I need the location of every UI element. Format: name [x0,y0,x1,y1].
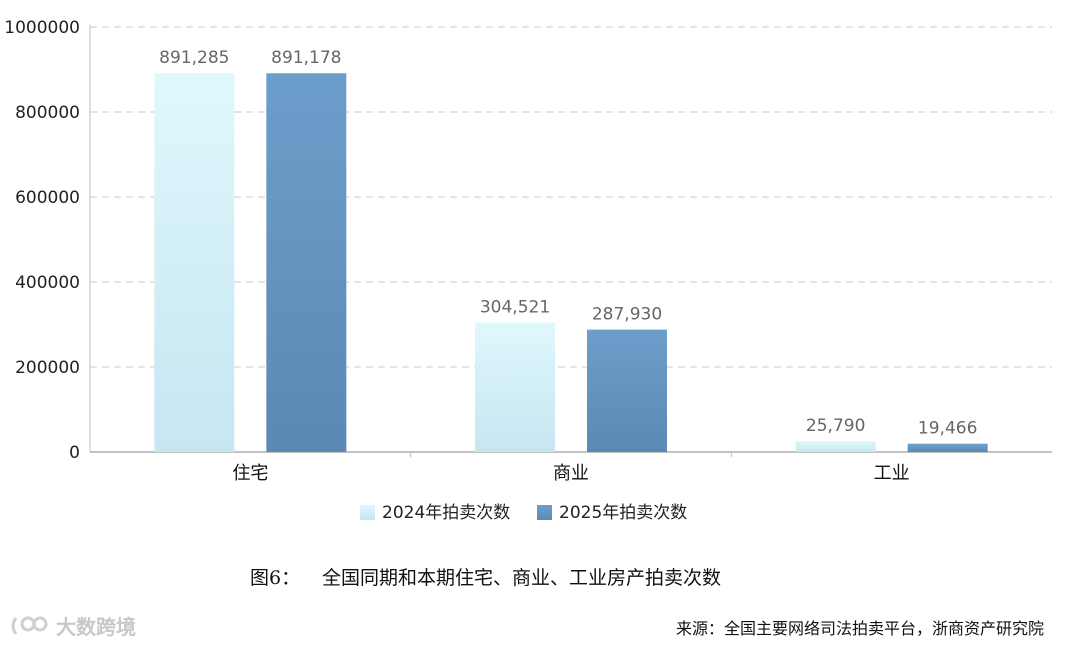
gridlines [90,26,1052,368]
watermark-text: 大数跨境 [56,615,136,639]
data-label: 891,285 [159,48,229,68]
legend-swatch-2024 [360,505,375,520]
data-label: 891,178 [271,48,341,68]
watermark-logo-icon [11,616,48,635]
legend-label: 2025年拍卖次数 [559,503,687,523]
bar-2025-0 [266,73,347,452]
bar-2025-2 [907,443,988,452]
y-tick-label: 800000 [15,103,80,123]
data-label: 19,466 [918,419,977,439]
watermark: 大数跨境 [10,611,136,640]
figure-title: 全国同期和本期住宅、商业、工业房产拍卖次数 [322,567,722,589]
data-label: 25,790 [806,416,865,436]
legend-label: 2024年拍卖次数 [382,503,510,523]
bar-2024-0 [154,73,235,453]
x-tick-label: 商业 [553,463,589,484]
y-tick-label: 400000 [15,273,80,293]
y-tick-label: 600000 [15,188,80,208]
data-label: 287,930 [592,305,662,325]
bar-2025-1 [587,329,667,452]
x-tick-label: 工业 [874,463,910,484]
bars: 891,285 891,178 304,521 287,930 25,790 19,466 [154,48,988,453]
y-tick-label: 200000 [15,358,80,378]
bar-2024-1 [475,322,555,452]
legend-swatch-2025 [537,505,552,520]
bar-chart: 0 200000 400000 600000 800000 1000000 住宅 商业 工业 8… [4,18,1052,523]
figure-number: 图6： [250,567,301,589]
y-tick-label: 1000000 [4,18,80,38]
source-note: 来源：全国主要网络司法拍卖平台，浙商资产研究院 [675,619,1044,638]
x-tick-label: 住宅 [232,463,268,484]
data-label: 304,521 [480,298,550,318]
figure-caption: 图6： 全国同期和本期住宅、商业、工业房产拍卖次数 [250,563,721,590]
y-tick-label: 0 [69,443,80,463]
bar-2024-2 [795,441,876,452]
axes: 0 200000 400000 600000 800000 1000000 住宅 商业 工业 [4,18,1052,484]
legend: 2024年拍卖次数 2025年拍卖次数 [360,503,687,523]
